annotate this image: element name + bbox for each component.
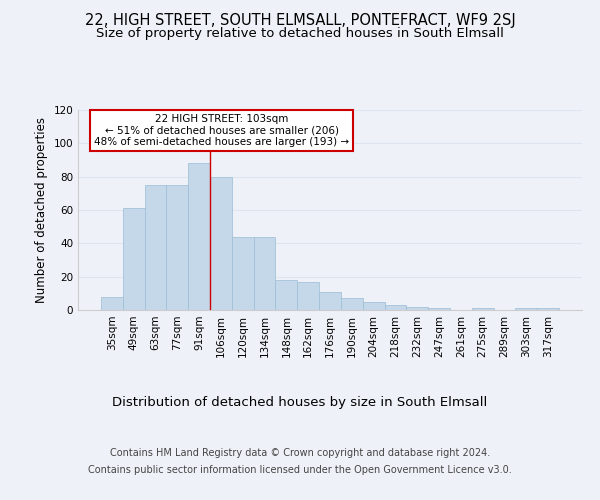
Bar	[145, 185, 166, 310]
Bar	[537, 308, 559, 310]
Text: 22, HIGH STREET, SOUTH ELMSALL, PONTEFRACT, WF9 2SJ: 22, HIGH STREET, SOUTH ELMSALL, PONTEFRA…	[85, 12, 515, 28]
Bar	[297, 282, 319, 310]
Bar	[123, 208, 145, 310]
Bar	[385, 305, 406, 310]
Bar	[254, 236, 275, 310]
Bar	[363, 302, 385, 310]
Text: Contains public sector information licensed under the Open Government Licence v3: Contains public sector information licen…	[88, 465, 512, 475]
Text: Contains HM Land Registry data © Crown copyright and database right 2024.: Contains HM Land Registry data © Crown c…	[110, 448, 490, 458]
Bar	[472, 308, 494, 310]
Bar	[341, 298, 363, 310]
Text: Distribution of detached houses by size in South Elmsall: Distribution of detached houses by size …	[112, 396, 488, 409]
Bar	[319, 292, 341, 310]
Text: 22 HIGH STREET: 103sqm
← 51% of detached houses are smaller (206)
48% of semi-de: 22 HIGH STREET: 103sqm ← 51% of detached…	[94, 114, 349, 147]
Bar	[188, 164, 210, 310]
Text: Size of property relative to detached houses in South Elmsall: Size of property relative to detached ho…	[96, 28, 504, 40]
Bar	[166, 185, 188, 310]
Bar	[406, 306, 428, 310]
Y-axis label: Number of detached properties: Number of detached properties	[35, 117, 48, 303]
Bar	[210, 176, 232, 310]
Bar	[515, 308, 537, 310]
Bar	[232, 236, 254, 310]
Bar	[101, 296, 123, 310]
Bar	[275, 280, 297, 310]
Bar	[428, 308, 450, 310]
